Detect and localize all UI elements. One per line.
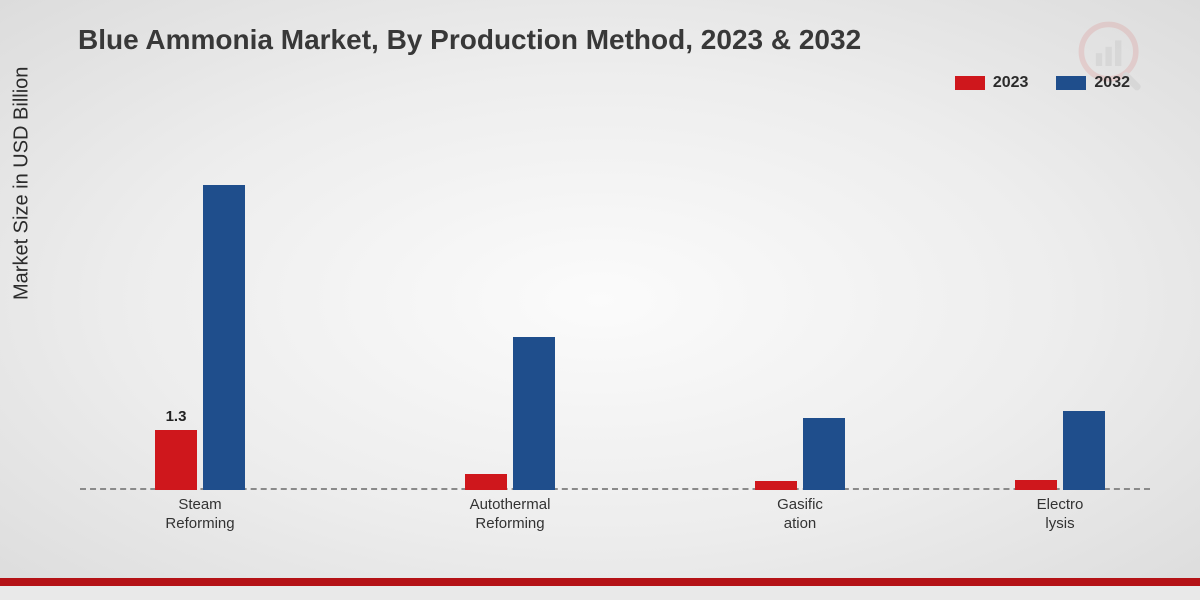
- plot-area: 1.3: [80, 120, 1150, 490]
- x-label-line2: Reforming: [475, 515, 544, 532]
- legend-item-2032: 2032: [1056, 74, 1130, 92]
- bar-group-2: [755, 418, 845, 490]
- chart-canvas: Blue Ammonia Market, By Production Metho…: [0, 0, 1200, 600]
- bar-2023-electrolysis: [1015, 480, 1057, 490]
- x-label-1: Autothermal Reforming: [470, 496, 551, 534]
- legend-label-2032: 2032: [1094, 74, 1130, 92]
- bar-2023-autothermal-reforming: [465, 474, 507, 490]
- bar-2032-electrolysis: [1063, 411, 1105, 490]
- x-label-2: Gasific ation: [777, 496, 823, 534]
- bar-2032-autothermal-reforming: [513, 337, 555, 490]
- legend-item-2023: 2023: [955, 74, 1029, 92]
- bar-group-0: 1.3: [155, 185, 245, 490]
- x-label-line1: Gasific: [777, 496, 823, 513]
- footer-stripe: [0, 586, 1200, 600]
- legend-swatch-2032: [1056, 76, 1086, 90]
- legend: 2023 2032: [955, 74, 1130, 92]
- bar-value-label: 1.3: [166, 408, 187, 425]
- chart-title: Blue Ammonia Market, By Production Metho…: [78, 24, 861, 56]
- x-label-0: Steam Reforming: [165, 496, 234, 534]
- x-label-line2: lysis: [1045, 515, 1074, 532]
- x-label-line1: Autothermal: [470, 496, 551, 513]
- legend-swatch-2023: [955, 76, 985, 90]
- x-label-3: Electro lysis: [1037, 496, 1084, 534]
- bar-2023-steam-reforming: 1.3: [155, 430, 197, 490]
- x-label-line1: Electro: [1037, 496, 1084, 513]
- bar-2023-gasification: [755, 481, 797, 490]
- bar-group-3: [1015, 411, 1105, 490]
- x-label-line1: Steam: [178, 496, 221, 513]
- legend-label-2023: 2023: [993, 74, 1029, 92]
- bar-2032-steam-reforming: [203, 185, 245, 490]
- x-label-line2: ation: [784, 515, 817, 532]
- y-axis-label: Market Size in USD Billion: [11, 67, 34, 300]
- x-label-line2: Reforming: [165, 515, 234, 532]
- bar-group-1: [465, 337, 555, 490]
- x-axis-labels: Steam Reforming Autothermal Reforming Ga…: [80, 496, 1150, 556]
- bar-2032-gasification: [803, 418, 845, 490]
